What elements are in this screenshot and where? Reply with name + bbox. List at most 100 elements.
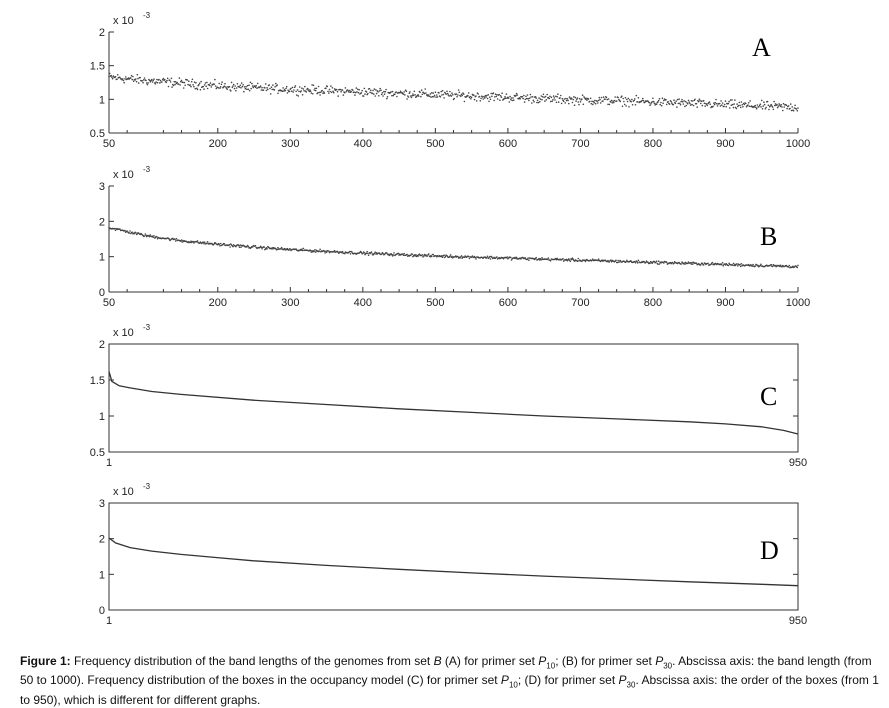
panel-a-data-point [304,85,306,88]
panel-a-data-point [539,98,542,100]
panel-a-data-point [625,105,627,107]
panel-b-data-point [731,264,734,266]
panel-a-data-point [372,89,374,92]
panel-b-data-point [206,241,209,243]
panel-b-data-point [691,261,693,264]
panel-b-data-point [797,264,799,267]
panel-b-data-point [443,254,445,256]
panel-a-data-point [763,103,766,106]
panel-a-data-point [758,106,760,108]
panel-a-data-point [131,78,133,81]
panel-a-data-point [330,91,333,94]
panel-a-data-point [339,88,342,91]
panel-a-data-point [709,103,711,105]
panel-a-data-point [704,105,706,107]
panel-a-data-point [165,81,168,84]
panel-a-data-point [714,101,717,104]
panel-b-data-point [333,249,336,252]
panel-d-y-tick-label: 2 [99,534,105,546]
panel-b-data-point [341,250,344,253]
panel-a-data-point [491,95,493,98]
panel-a-data-point [354,91,357,94]
panel-b-data-point [189,241,191,244]
panel-a-data-point [315,87,318,90]
panel-b-data-point [126,230,128,232]
panel-a-data-point [503,97,506,100]
panel-a-data-point [729,99,732,101]
panel-a-data-point [391,94,393,97]
panel-a-data-point [692,104,695,107]
panel-b-data-point [757,264,759,267]
panel-a-data-point [791,106,793,108]
panel-b-data-point [689,262,692,264]
panel-a-data-point [605,96,608,99]
panel-a-data-point [441,89,444,92]
panel-a-data-point [541,98,543,101]
panel-a-data-point [124,76,127,78]
panel-a-data-point [244,87,247,90]
panel-b-data-point [597,259,599,262]
panel-a-data-point [213,83,215,85]
panel-a-data-point [246,84,249,87]
panel-a-data-point [691,103,693,106]
panel-a-exponent-label: x 10 [113,15,134,27]
panel-b-data-point [568,259,571,262]
panel-a-data-point [665,99,667,101]
panel-b-data-point [235,245,237,248]
panel-a-data-point [564,102,566,104]
panel-b-data-point [489,258,492,260]
panel-a-data-point [785,104,788,107]
panel-a-data-point [728,100,730,103]
panel-a-data-point [182,81,184,84]
panel-b-data-point [683,262,685,264]
panel-b-data-point [539,259,541,261]
panel-b-data-point [692,263,694,265]
panel-a-data-point [543,96,545,99]
panel-a-data-point [526,97,528,100]
panel-b-data-point [135,231,137,234]
panel-b-data-point [515,256,518,259]
panel-b-data-point [549,260,552,262]
panel-b-data-point [302,247,305,250]
panel-a-data-point [507,97,510,99]
panel-a-data-point [145,79,147,82]
panel-a-data-point [347,90,350,92]
panel-b-data-point [724,264,727,266]
panel-a-data-point [544,95,547,98]
panel-b-data-point [584,260,587,263]
panel-a-data-point [668,103,671,105]
panel-b-data-point [510,259,513,261]
panel-a-data-point [357,91,360,94]
panel-a-data-point [375,92,378,95]
panel-b-data-point [547,257,550,259]
panel-a-data-point [675,100,677,102]
panel-a-data-point [270,86,273,88]
panel-a-data-point [312,93,314,95]
panel-a-data-point [132,80,135,82]
panel-a-data-point [545,99,548,101]
panel-a-data-point [451,92,453,94]
panel-a-data-point [582,103,585,106]
panel-a-data-point [305,91,308,93]
panel-b-data-point [671,261,674,264]
panel-a-data-point [719,105,722,107]
panel-a-data-point [233,87,236,90]
panel-a-data-point [141,80,144,82]
panel-b-data-point [261,248,263,250]
panel-a-data-point [261,86,263,89]
panel-a-data-point [291,90,293,92]
panel-b-data-point [239,244,242,246]
panel-b-data-point [367,254,370,256]
panel-a-data-point [245,86,247,88]
panel-a-data-point [492,92,495,94]
panel-a-data-point [731,99,733,101]
panel-a-data-point [317,92,319,94]
panel-a-data-point [515,92,518,95]
panel-a-data-point [380,93,383,96]
panel-b-exponent-label: x 10 [113,169,134,181]
panel-a-data-point [467,95,469,97]
panel-a-data-point [692,100,694,102]
panel-b-data-point [254,244,257,247]
panel-a-data-point [159,79,162,82]
panel-b-data-point [156,236,158,238]
